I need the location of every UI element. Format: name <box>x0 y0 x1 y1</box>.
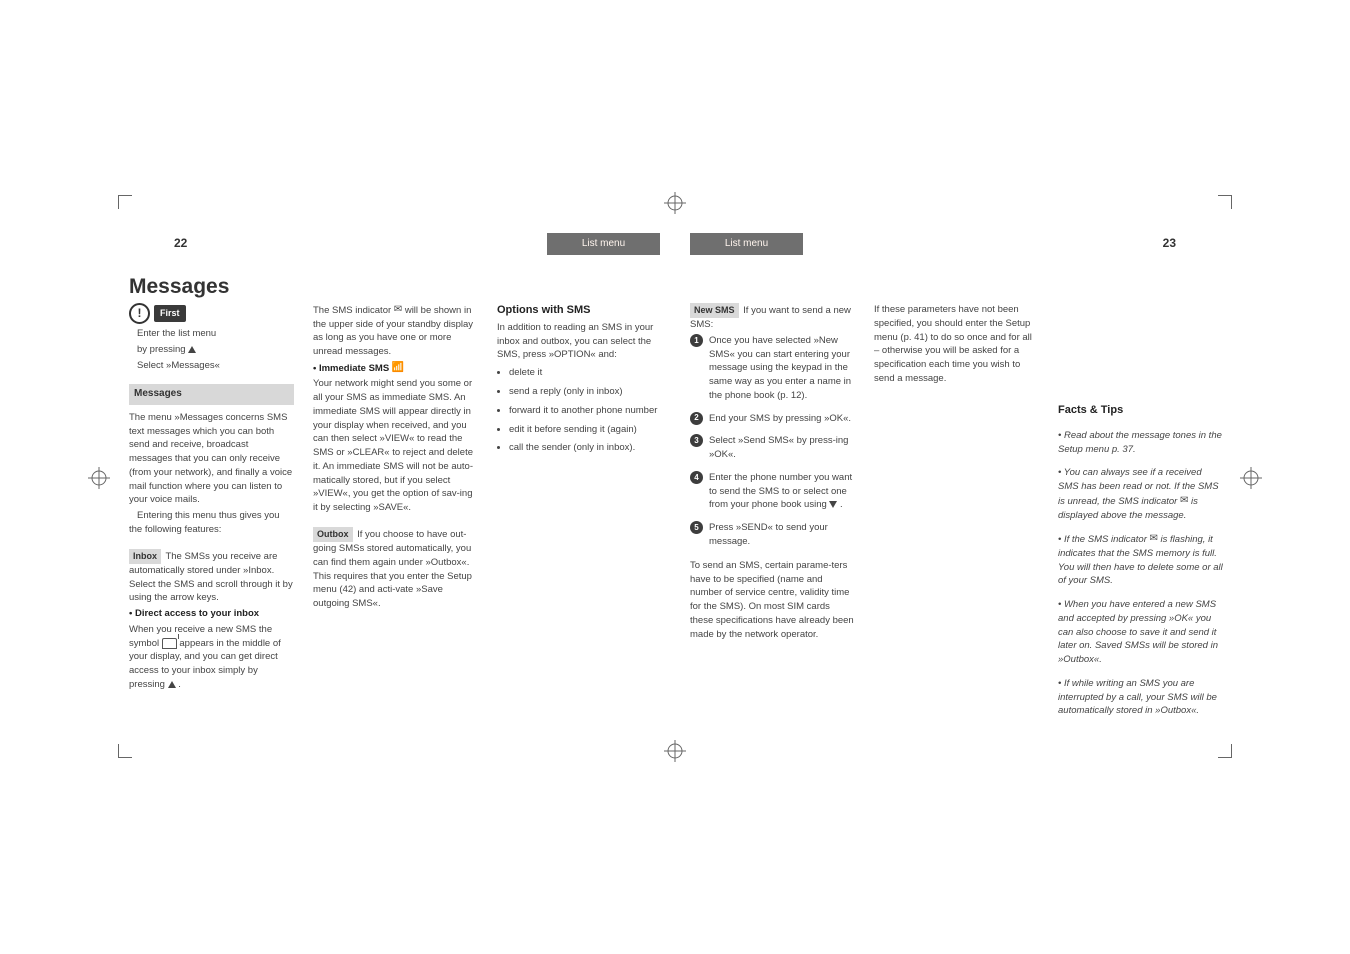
indicator-para: The SMS indicator ✉ will be shown in the… <box>313 303 478 359</box>
opt-reply: send a reply (only in inbox) <box>509 385 662 399</box>
fact-4: • When you have entered a new SMS and ac… <box>1058 598 1223 667</box>
step-5: 5Press »SEND« to send your message. <box>690 521 855 549</box>
registration-mark <box>664 740 686 762</box>
inbox-para: Inbox The SMSs you receive are automatic… <box>129 549 294 605</box>
opt-call: call the sender (only in inbox). <box>509 441 662 455</box>
first-badge: First <box>154 305 186 322</box>
crop-mark <box>118 195 132 209</box>
immediate-p: Your network might send you some or all … <box>313 377 478 515</box>
antenna-icon: 📶 <box>392 361 404 376</box>
sms-icon: ✉ <box>394 303 402 318</box>
options-list: delete it send a reply (only in inbox) f… <box>497 366 662 455</box>
first-line1: Enter the list menu <box>137 327 294 341</box>
page-number-left: 22 <box>174 235 187 252</box>
registration-mark <box>1240 467 1262 489</box>
crop-mark <box>1218 195 1232 209</box>
newsms-para: To send an SMS, certain parame-ters have… <box>690 559 855 642</box>
up-arrow-icon <box>168 681 176 688</box>
registration-mark <box>664 192 686 214</box>
direct-access-p: When you receive a new SMS the symbol ap… <box>129 623 294 692</box>
facts-heading: Facts & Tips <box>1058 403 1223 419</box>
outbox-tag: Outbox <box>313 527 353 542</box>
fact-5: • If while writing an SMS you are interr… <box>1058 677 1223 718</box>
up-arrow-icon <box>188 346 196 353</box>
inbox-tag: Inbox <box>129 549 161 564</box>
immediate-h: • Immediate SMS 📶 <box>313 361 478 376</box>
opt-delete: delete it <box>509 366 662 380</box>
params-para: If these parameters have not been specif… <box>874 303 1039 386</box>
outbox-para: Outbox If you choose to have out-going S… <box>313 527 478 611</box>
down-arrow-icon <box>829 501 837 508</box>
opt-edit: edit it before sending it (again) <box>509 423 662 437</box>
crop-mark <box>118 744 132 758</box>
header-left: List menu <box>547 233 660 255</box>
first-line2: by pressing <box>137 343 294 357</box>
step-2: 2End your SMS by pressing »OK«. <box>690 412 855 426</box>
options-heading: Options with SMS <box>497 303 662 319</box>
step-4: 4Enter the phone number you want to send… <box>690 471 855 512</box>
page-title: Messages <box>129 272 229 302</box>
header-right: List menu <box>690 233 803 255</box>
exclamation-icon: ! <box>129 303 150 324</box>
messages-heading: Messages <box>129 384 294 405</box>
fact-3: • If the SMS indicator ✉ is flashing, it… <box>1058 532 1223 588</box>
opt-forward: forward it to another phone number <box>509 404 662 418</box>
first-line3: Select »Messages« <box>137 359 294 373</box>
crop-mark <box>1218 744 1232 758</box>
step-1: 1Once you have selected »New SMS« you ca… <box>690 334 855 403</box>
newsms-tag: New SMS <box>690 303 739 318</box>
fact-2: • You can always see if a received SMS h… <box>1058 466 1223 522</box>
registration-mark <box>88 467 110 489</box>
sms-icon: ✉ <box>1150 532 1158 547</box>
first-box: !First Enter the list menu by pressing S… <box>129 303 294 372</box>
direct-access-h: • Direct access to your inbox <box>129 607 294 621</box>
options-intro: In addition to reading an SMS in your in… <box>497 321 662 362</box>
page-number-right: 23 <box>1163 235 1176 252</box>
fact-1: • Read about the message tones in the Se… <box>1058 429 1223 457</box>
newsms-lead: New SMS If you want to send a new SMS: <box>690 303 855 332</box>
messages-p1: The menu »Messages concerns SMS text mes… <box>129 411 294 507</box>
step-3: 3Select »Send SMS« by press-ing »OK«. <box>690 434 855 462</box>
messages-p2: Entering this menu thus gives you the fo… <box>129 509 294 537</box>
inbox-icon <box>162 638 177 649</box>
